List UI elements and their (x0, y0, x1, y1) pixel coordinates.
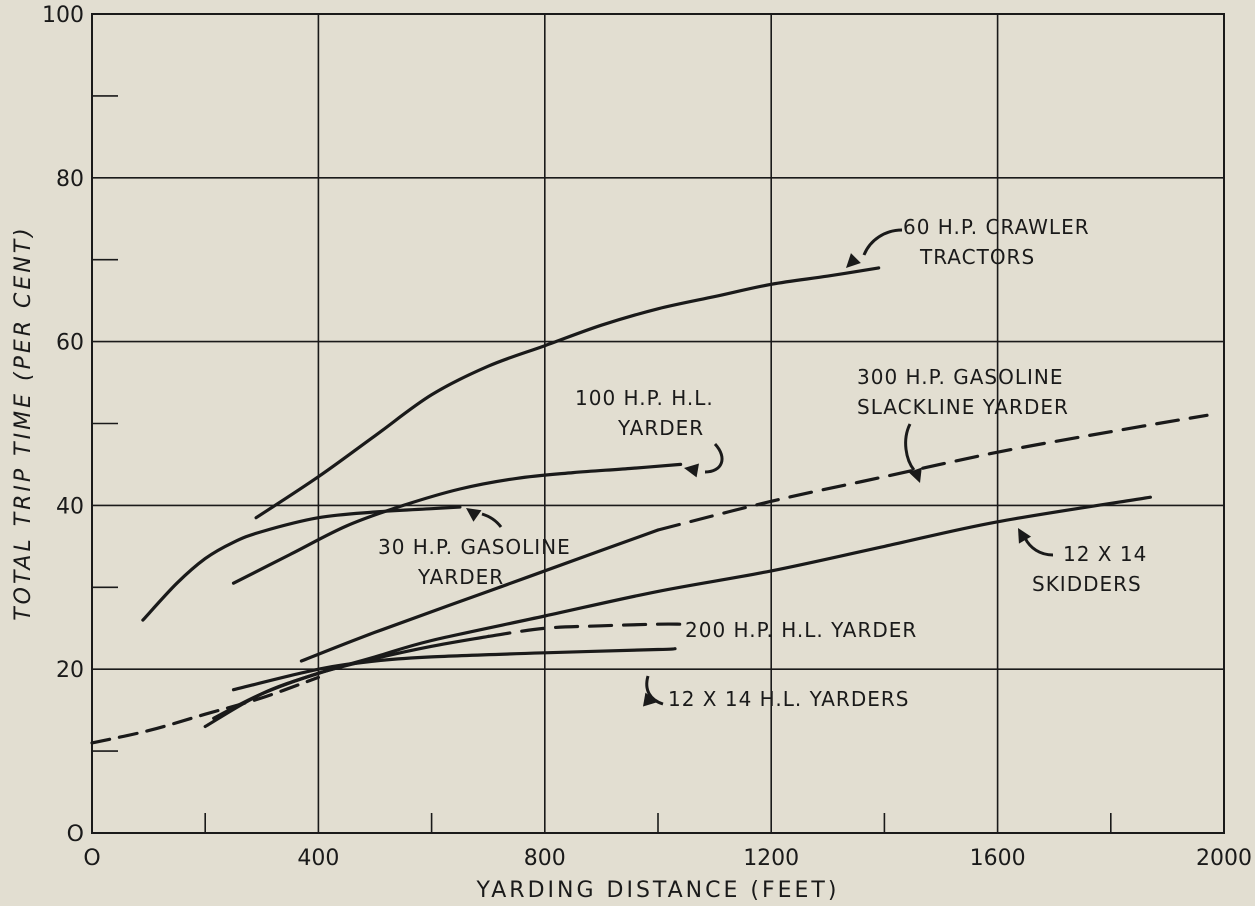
annotation-crawler-line1: 60 H.P. CRAWLER (903, 215, 1090, 239)
annotation-arrowhead (684, 463, 700, 478)
y-tick-label: 40 (56, 494, 84, 519)
annotation-arrowhead (846, 253, 861, 268)
x-tick-label: 1600 (970, 846, 1026, 871)
annotation-12x14-skidders: 12 X 14 SKIDDERS (1032, 542, 1147, 596)
annotation-12x14hl-line1: 12 X 14 H.L. YARDERS (668, 687, 909, 711)
annotation-30hp-gasoline-yarder: 30 H.P. GASOLINE YARDER (378, 535, 571, 589)
x-tick-label: 1200 (743, 846, 799, 871)
annotation-100hp-line1: 100 H.P. H.L. (575, 386, 714, 410)
series-200-h-p-h-l-yarder-dashed (486, 622, 683, 638)
annotation-arrows (466, 228, 1054, 707)
annotation-30hp-line1: 30 H.P. GASOLINE (378, 535, 571, 559)
annotation-200hp-line1: 200 H.P. H.L. YARDER (685, 618, 917, 642)
annotation-crawler-line2: TRACTORS (919, 245, 1035, 269)
annotation-crawler-tractors: 60 H.P. CRAWLER TRACTORS (903, 215, 1090, 269)
annotation-arrow-stem (481, 512, 503, 528)
grid (92, 14, 1224, 833)
series-300-h-p-gasoline-slackline-yarder-solid (299, 528, 660, 663)
annotation-arrow-stem (1023, 537, 1054, 557)
annotation-arrow-stem (704, 442, 724, 474)
x-tick-label: 400 (297, 846, 339, 871)
y-tick-label: 100 (42, 3, 84, 28)
x-tick-label: O (83, 846, 100, 871)
series-group (90, 266, 1209, 745)
series-12-x-14-h-l-yarders-extension (90, 675, 320, 745)
x-tick-label: 800 (524, 846, 566, 871)
annotation-arrowhead (642, 692, 658, 707)
series-60-h-p-crawler-tractors (254, 266, 881, 520)
annotation-100hp-hl-yarder: 100 H.P. H.L. YARDER (575, 386, 714, 440)
y-tick-label: 20 (56, 658, 84, 683)
annotation-arrowhead (466, 508, 482, 522)
annotation-12x14-hl-yarders: 12 X 14 H.L. YARDERS (668, 687, 909, 711)
annotation-100hp-line2: YARDER (617, 416, 704, 440)
series-30-h-p-gasoline-yarder (141, 505, 462, 622)
annotation-arrow-stem (645, 675, 664, 706)
y-tick-label: 60 (56, 331, 84, 356)
annotation-300hp-line1: 300 H.P. GASOLINE (857, 365, 1064, 389)
series-100-h-p-h-l-yarder (231, 462, 683, 585)
y-tick-label: 80 (56, 167, 84, 192)
annotation-skidders-line1: 12 X 14 (1063, 542, 1147, 566)
annotation-300hp-line2: SLACKLINE YARDER (857, 395, 1069, 419)
annotation-arrowhead (1018, 528, 1032, 544)
annotation-arrow-stem (862, 228, 903, 256)
annotation-arrowhead (908, 467, 922, 483)
annotation-30hp-line2: YARDER (417, 565, 504, 589)
annotation-arrow-stem (904, 423, 916, 471)
annotation-skidders-line2: SKIDDERS (1032, 572, 1142, 596)
x-tick-label: 2000 (1196, 846, 1252, 871)
y-axis-title: TOTAL TRIP TIME (PER CENT) (11, 225, 36, 621)
x-axis-title: YARDING DISTANCE (FEET) (476, 878, 840, 903)
annotation-200hp-hl-yarder: 200 H.P. H.L. YARDER (685, 618, 917, 642)
series-300-h-p-gasoline-slackline-yarder-dashed (656, 413, 1209, 532)
series-12-x-14-h-l-yarders (231, 647, 677, 692)
tick-labels: O 400 800 1200 1600 2000 O 20 40 60 80 100 (42, 3, 1252, 871)
annotation-300hp-slackline-yarder: 300 H.P. GASOLINE SLACKLINE YARDER (857, 365, 1069, 419)
y-tick-label: O (67, 822, 84, 847)
plot-frame (91, 13, 1225, 834)
ticks (92, 95, 1112, 833)
